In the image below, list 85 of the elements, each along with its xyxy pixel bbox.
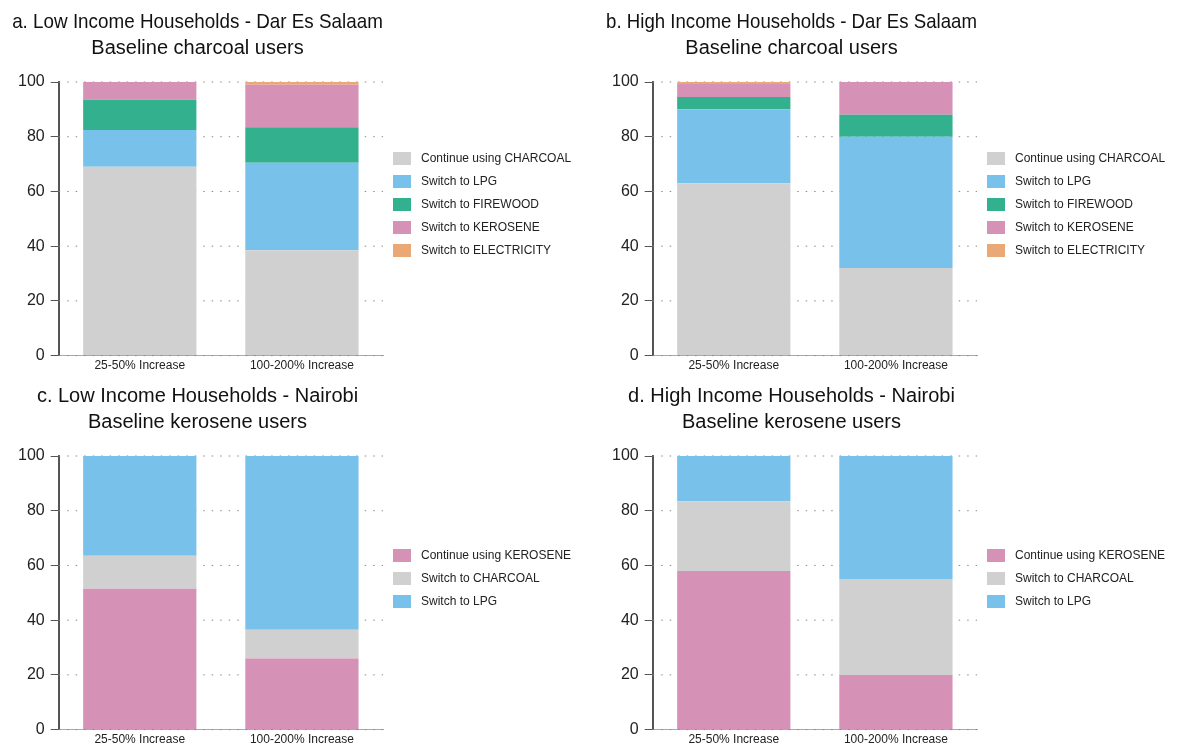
legend-label: Switch to LPG: [1015, 174, 1092, 188]
y-tick-label: 60: [620, 555, 639, 573]
bar: [83, 99, 197, 130]
y-tick-label: 20: [620, 665, 639, 683]
chart-title: a. Low Income Households - Dar Es Salaam: [12, 8, 383, 32]
bar: [83, 82, 197, 100]
bar: [677, 109, 791, 184]
y-tick-label: 20: [26, 291, 45, 309]
legend-label: Continue using KEROSENE: [1015, 548, 1166, 562]
bar: [839, 456, 953, 580]
bar: [83, 166, 197, 356]
chart-title: b. High Income Households - Dar Es Salaam: [606, 9, 977, 32]
x-tick-label: 25-50% Increase: [94, 732, 186, 747]
y-tick-label: 60: [26, 181, 45, 199]
bar: [83, 555, 197, 589]
y-tick-label: 60: [26, 555, 45, 573]
y-tick-label: 40: [26, 610, 45, 628]
y-tick-label: 40: [26, 236, 45, 254]
bar: [677, 83, 791, 98]
y-tick-label: 40: [620, 610, 639, 628]
bar: [83, 456, 197, 556]
bar: [245, 84, 359, 128]
bar: [245, 162, 359, 251]
y-tick-label: 40: [620, 236, 639, 254]
y-tick-label: 80: [620, 501, 639, 519]
bar: [245, 127, 359, 163]
bar: [677, 456, 791, 502]
y-tick-label: 80: [26, 127, 45, 145]
bar: [677, 97, 791, 110]
y-tick-label: 0: [629, 346, 639, 364]
legend-label: Switch to ELECTRICITY: [421, 243, 552, 257]
bar: [245, 456, 359, 630]
legend-label: Continue using CHARCOAL: [1015, 151, 1166, 165]
legend-label: Switch to KEROSENE: [421, 220, 540, 234]
y-tick-label: 0: [35, 720, 45, 738]
legend-label: Continue using CHARCOAL: [421, 151, 572, 165]
y-tick-label: 20: [620, 291, 639, 309]
legend-label: Continue using KEROSENE: [421, 548, 572, 562]
x-tick-label: 25-50% Increase: [94, 358, 186, 373]
legend-label: Switch to KEROSENE: [1015, 220, 1134, 234]
x-tick-label: 100-200% Increase: [249, 358, 355, 373]
y-tick-label: 60: [620, 181, 639, 199]
x-tick-label: 25-50% Increase: [688, 358, 780, 373]
y-tick-label: 100: [611, 72, 639, 90]
y-tick-label: 100: [17, 446, 45, 464]
bar: [839, 114, 953, 137]
legend-label: Switch to CHARCOAL: [421, 571, 540, 585]
legend-label: Switch to LPG: [1015, 594, 1092, 608]
legend-label: Switch to LPG: [421, 594, 498, 608]
legend-label: Switch to FIREWOOD: [421, 197, 540, 211]
bar: [839, 268, 953, 356]
bar: [839, 674, 953, 730]
y-tick-label: 0: [629, 720, 639, 738]
chart-subtitle: Baseline kerosene users: [681, 409, 902, 432]
x-tick-label: 100-200% Increase: [843, 732, 949, 747]
bar: [677, 501, 791, 571]
chart-title: c. Low Income Households - Nairobi: [36, 383, 359, 406]
x-tick-label: 25-50% Increase: [688, 732, 780, 747]
bar: [839, 579, 953, 675]
bar: [245, 629, 359, 659]
x-tick-label: 100-200% Increase: [249, 732, 355, 747]
bar: [839, 136, 953, 269]
y-tick-label: 80: [26, 501, 45, 519]
y-tick-label: 20: [26, 665, 45, 683]
bar: [83, 588, 197, 730]
bar: [677, 570, 791, 730]
y-tick-label: 100: [17, 72, 45, 90]
x-tick-label: 100-200% Increase: [843, 358, 949, 373]
bar: [83, 129, 197, 167]
legend-label: Switch to CHARCOAL: [1015, 571, 1134, 585]
chart-subtitle: Baseline charcoal users: [91, 35, 304, 58]
legend-label: Switch to ELECTRICITY: [1015, 243, 1146, 257]
y-tick-label: 0: [35, 346, 45, 364]
bar: [839, 82, 953, 115]
y-tick-label: 100: [611, 446, 639, 464]
legend-label: Switch to FIREWOOD: [1015, 197, 1134, 211]
bar: [245, 658, 359, 730]
y-tick-label: 80: [620, 127, 639, 145]
chart-title: d. High Income Households - Nairobi: [628, 383, 955, 406]
legend-label: Switch to LPG: [421, 174, 498, 188]
chart-subtitle: Baseline charcoal users: [685, 35, 898, 58]
chart-subtitle: Baseline kerosene users: [87, 409, 308, 432]
bar: [245, 250, 359, 356]
bar: [245, 82, 359, 85]
bar: [677, 183, 791, 356]
